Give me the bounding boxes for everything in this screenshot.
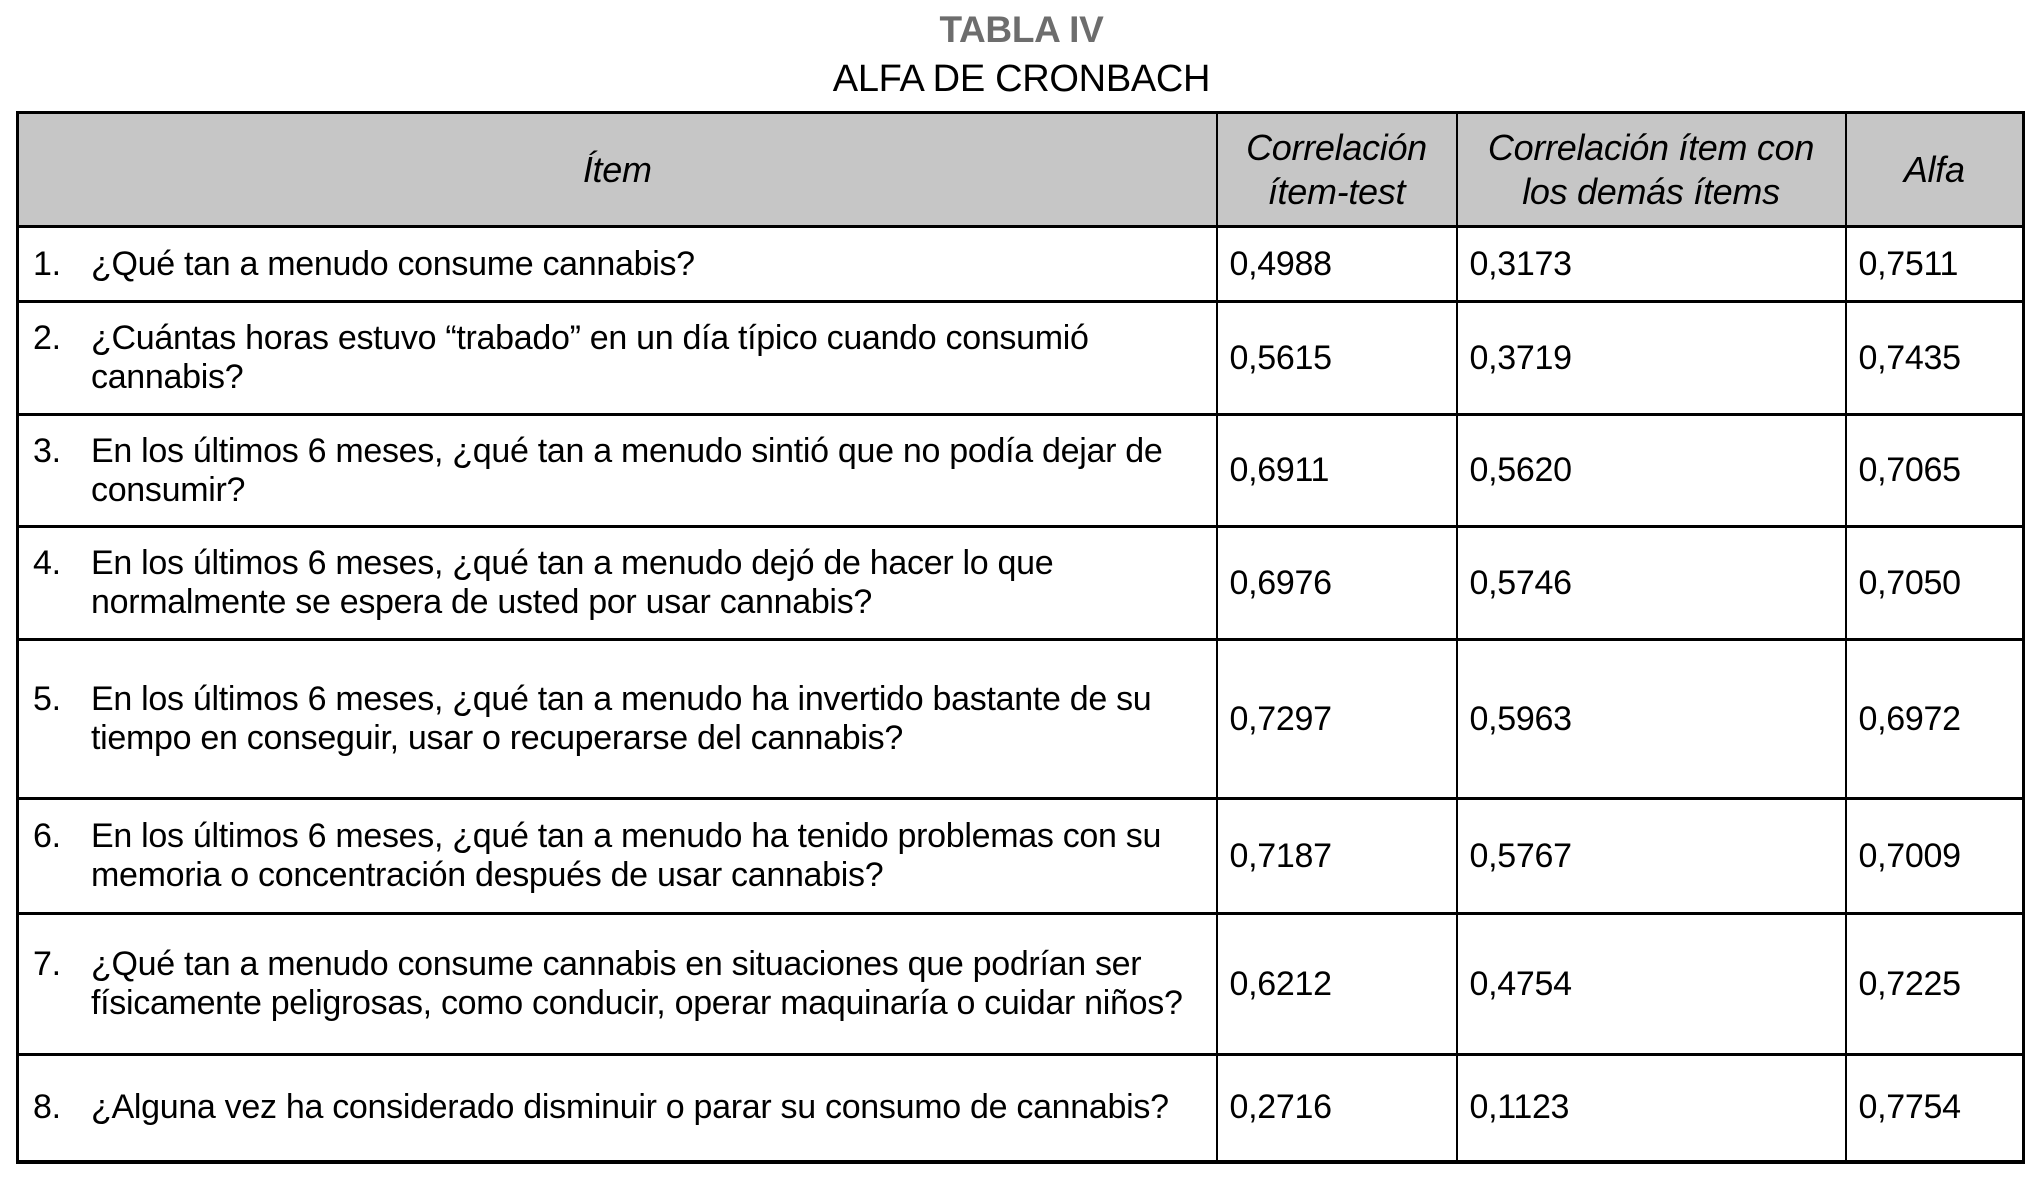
table-subtitle: ALFA DE CRONBACH	[832, 58, 1211, 100]
corr-item-test-cell: 0,2716	[1215, 1053, 1458, 1163]
alfa-cell: 0,7050	[1844, 525, 2025, 641]
item-cell: 6. En los últimos 6 meses, ¿qué tan a men…	[16, 797, 1218, 915]
corr-item-demas-cell: 0,5746	[1455, 525, 1847, 641]
corr-item-demas-cell: 0,1123	[1455, 1053, 1847, 1163]
table-row: 8. ¿Alguna vez ha considerado disminuir o…	[16, 1053, 2025, 1163]
table-header: Ítem Correlación ítem-test Correlación í…	[16, 111, 2025, 228]
table-title-block: TABLA IV ALFA DE CRONBACH	[0, 0, 2043, 104]
item-text: En los últimos 6 meses, ¿qué tan a menud…	[91, 544, 1054, 621]
item-question: 6. En los últimos 6 meses, ¿qué tan a men…	[33, 817, 1206, 895]
table-row: 2. ¿Cuántas horas estuvo “trabado” en un …	[16, 300, 2025, 416]
table-row: 7. ¿Qué tan a menudo consume cannabis en …	[16, 912, 2025, 1056]
corr-item-test-cell: 0,7187	[1215, 797, 1458, 915]
corr-item-demas-cell: 0,3173	[1455, 225, 1847, 303]
item-question: 8. ¿Alguna vez ha considerado disminuir o…	[33, 1088, 1206, 1127]
item-text: ¿Cuántas horas estuvo “trabado” en un dí…	[91, 319, 1089, 396]
alfa-cell: 0,7065	[1844, 413, 2025, 528]
table-row: 5. En los últimos 6 meses, ¿qué tan a men…	[16, 638, 2025, 800]
item-number: 1.	[33, 244, 61, 283]
column-header-correlacion-item-demas: Correlación ítem con los demás ítems	[1455, 111, 1847, 228]
table-body: 1. ¿Qué tan a menudo consume cannabis? 0,4…	[16, 225, 2025, 1163]
item-cell: 2. ¿Cuántas horas estuvo “trabado” en un …	[16, 300, 1218, 416]
corr-item-test-cell: 0,6911	[1215, 413, 1458, 528]
corr-item-test-cell: 0,7297	[1215, 638, 1458, 800]
item-cell: 3. En los últimos 6 meses, ¿qué tan a men…	[16, 413, 1218, 528]
alfa-cell: 0,7225	[1844, 912, 2025, 1056]
item-number: 6.	[33, 817, 61, 855]
corr-item-demas-cell: 0,3719	[1455, 300, 1847, 416]
corr-item-test-cell: 0,6976	[1215, 525, 1458, 641]
item-cell: 1. ¿Qué tan a menudo consume cannabis?	[16, 225, 1218, 303]
item-text: En los últimos 6 meses, ¿qué tan a menud…	[91, 680, 1152, 757]
item-cell: 4. En los últimos 6 meses, ¿qué tan a men…	[16, 525, 1218, 641]
item-cell: 5. En los últimos 6 meses, ¿qué tan a men…	[16, 638, 1218, 800]
table-row: 4. En los últimos 6 meses, ¿qué tan a men…	[16, 525, 2025, 641]
alfa-cell: 0,6972	[1844, 638, 2025, 800]
header-row: Ítem Correlación ítem-test Correlación í…	[16, 111, 2025, 228]
item-cell: 7. ¿Qué tan a menudo consume cannabis en …	[16, 912, 1218, 1056]
corr-item-test-cell: 0,6212	[1215, 912, 1458, 1056]
cronbach-alpha-table: Ítem Correlación ítem-test Correlación í…	[16, 111, 2025, 1164]
item-text: ¿Qué tan a menudo consume cannabis en si…	[91, 945, 1183, 1022]
corr-item-test-cell: 0,4988	[1215, 225, 1458, 303]
column-header-item: Ítem	[16, 111, 1218, 228]
item-number: 5.	[33, 680, 61, 718]
table-number-title: TABLA IV	[939, 9, 1104, 50]
item-cell: 8. ¿Alguna vez ha considerado disminuir o…	[16, 1053, 1218, 1163]
table-row: 6. En los últimos 6 meses, ¿qué tan a men…	[16, 797, 2025, 915]
item-question: 4. En los últimos 6 meses, ¿qué tan a men…	[33, 544, 1206, 622]
item-question: 5. En los últimos 6 meses, ¿qué tan a men…	[33, 680, 1206, 758]
item-question: 7. ¿Qué tan a menudo consume cannabis en …	[33, 945, 1206, 1023]
item-number: 7.	[33, 945, 61, 983]
corr-item-demas-cell: 0,5767	[1455, 797, 1847, 915]
item-number: 8.	[33, 1088, 61, 1127]
item-number: 2.	[33, 319, 61, 357]
column-header-correlacion-item-test: Correlación ítem-test	[1215, 111, 1458, 228]
corr-item-demas-cell: 0,4754	[1455, 912, 1847, 1056]
item-text: En los últimos 6 meses, ¿qué tan a menud…	[91, 817, 1162, 894]
item-question: 3. En los últimos 6 meses, ¿qué tan a men…	[33, 432, 1206, 510]
table-row: 3. En los últimos 6 meses, ¿qué tan a men…	[16, 413, 2025, 528]
item-question: 2. ¿Cuántas horas estuvo “trabado” en un …	[33, 319, 1206, 397]
item-text: ¿Qué tan a menudo consume cannabis?	[91, 244, 695, 283]
item-number: 3.	[33, 431, 61, 470]
corr-item-test-cell: 0,5615	[1215, 300, 1458, 416]
table-row: 1. ¿Qué tan a menudo consume cannabis? 0,4…	[16, 225, 2025, 303]
alfa-cell: 0,7435	[1844, 300, 2025, 416]
item-question: 1. ¿Qué tan a menudo consume cannabis?	[33, 245, 1206, 284]
corr-item-demas-cell: 0,5963	[1455, 638, 1847, 800]
corr-item-demas-cell: 0,5620	[1455, 413, 1847, 528]
alfa-cell: 0,7511	[1844, 225, 2025, 303]
item-text: En los últimos 6 meses, ¿qué tan a menud…	[91, 431, 1163, 509]
alfa-cell: 0,7009	[1844, 797, 2025, 915]
item-number: 4.	[33, 544, 61, 582]
item-text: ¿Alguna vez ha considerado disminuir o p…	[91, 1088, 1169, 1127]
alfa-cell: 0,7754	[1844, 1053, 2025, 1163]
column-header-alfa: Alfa	[1844, 111, 2025, 228]
